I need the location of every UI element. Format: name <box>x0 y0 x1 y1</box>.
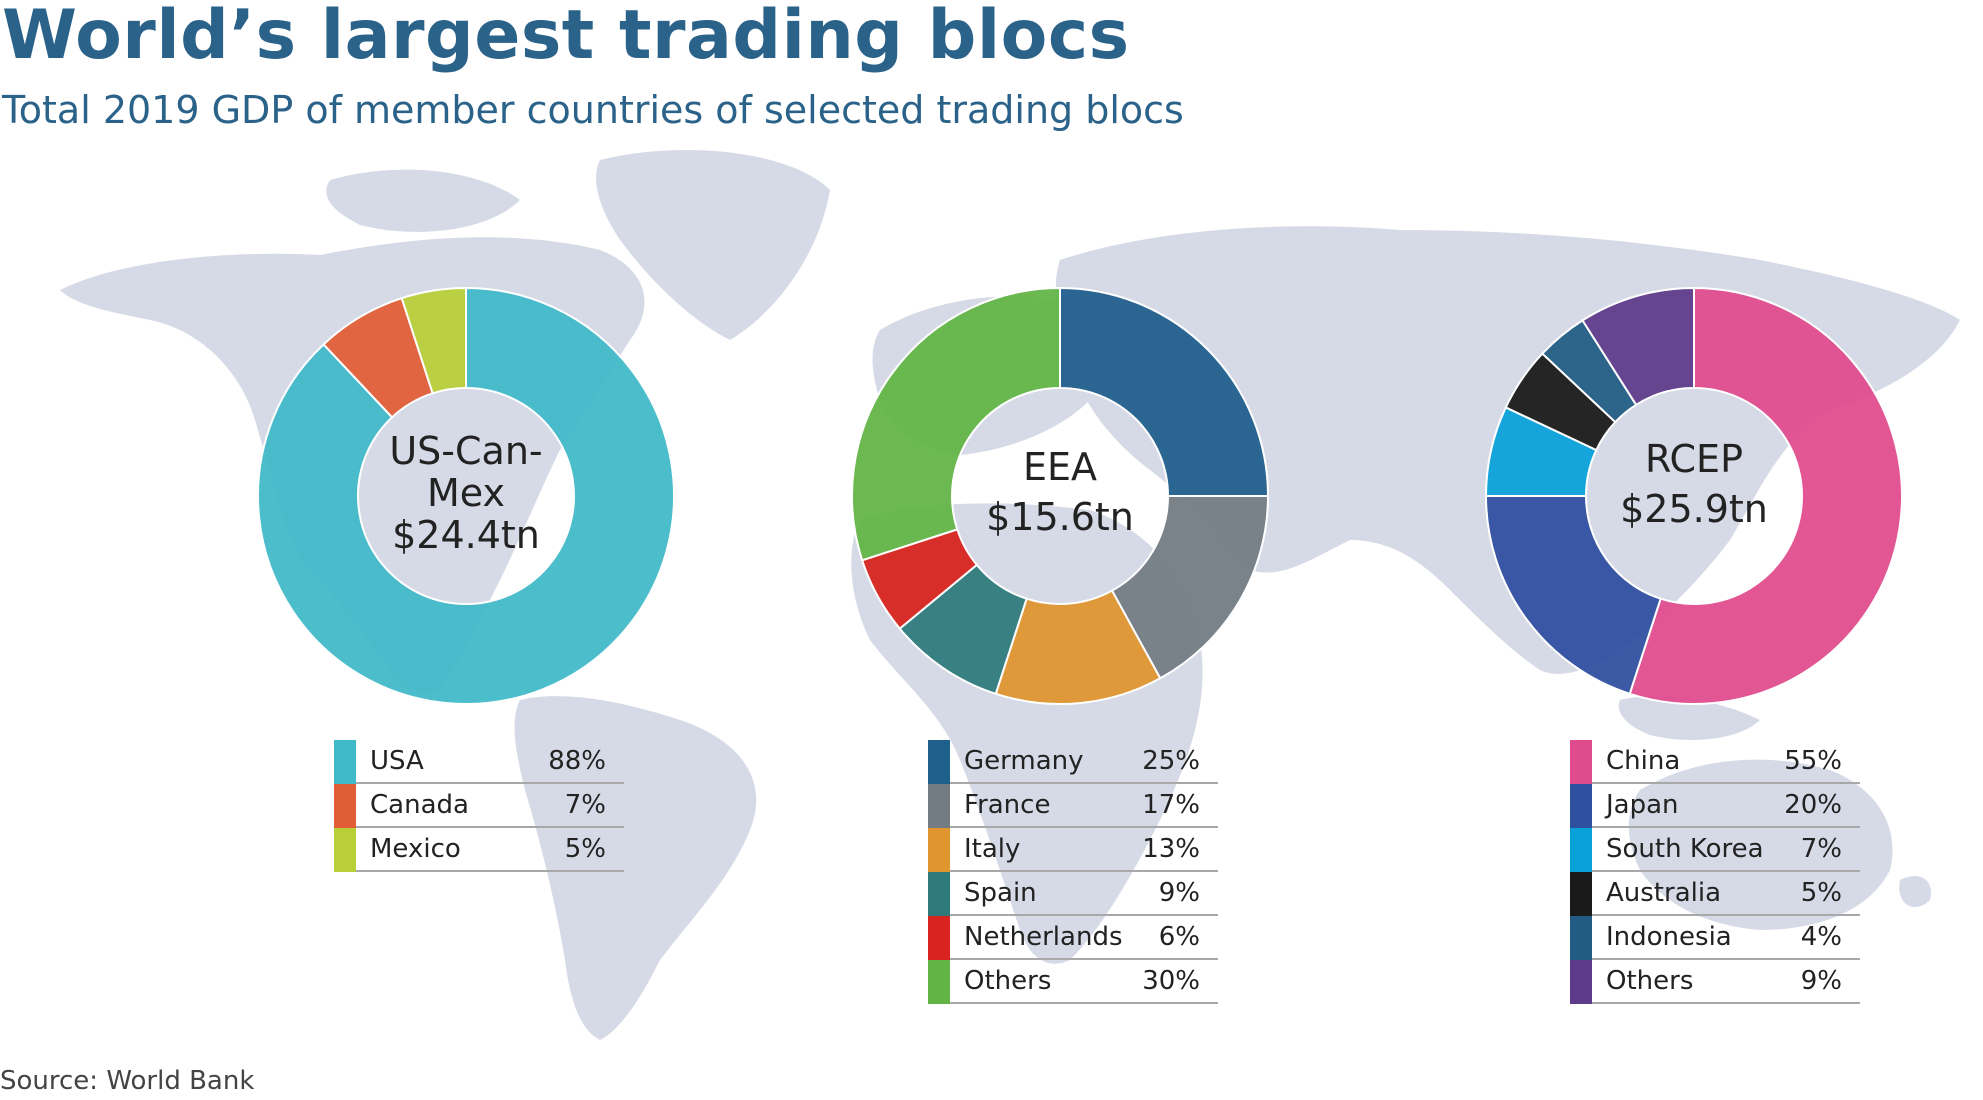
source-note: Source: World Bank <box>0 1066 255 1096</box>
legend-swatch <box>928 916 950 960</box>
center-label-line: RCEP <box>1645 437 1743 481</box>
legend-value: 55% <box>1784 746 1842 776</box>
legend-row: Italy 13% <box>928 828 1218 872</box>
legend-label: Spain <box>964 878 1037 908</box>
donut-center-label-eea: EEA $15.6tn <box>940 446 1180 538</box>
legend-label: Japan <box>1606 790 1679 820</box>
legend-value: 4% <box>1800 922 1842 952</box>
legend-label: Germany <box>964 746 1084 776</box>
legend-value: 30% <box>1142 966 1200 996</box>
legend-row: Canada 7% <box>334 784 624 828</box>
legend-value: 5% <box>1800 878 1842 908</box>
legend-swatch <box>1570 872 1592 916</box>
legend-swatch <box>1570 740 1592 784</box>
legend-swatch <box>1570 960 1592 1004</box>
legend-swatch <box>1570 784 1592 828</box>
legend-label: Mexico <box>370 834 461 864</box>
center-label-total: $24.4tn <box>392 513 540 557</box>
legend-row: France 17% <box>928 784 1218 828</box>
legend-swatch <box>1570 916 1592 960</box>
legend-value: 13% <box>1142 834 1200 864</box>
legend-value: 17% <box>1142 790 1200 820</box>
legend-row: Others 30% <box>928 960 1218 1004</box>
center-label-line: US-Can- <box>389 429 543 473</box>
donut-slice-others <box>851 286 1061 562</box>
legend-label: Indonesia <box>1606 922 1732 952</box>
donut-slice-germany <box>1059 286 1270 497</box>
chart-title: World’s largest trading blocs <box>2 0 1130 75</box>
legend-us-can-mex: USA 88% Canada 7% Mexico 5% <box>334 740 624 872</box>
legend-label: China <box>1606 746 1681 776</box>
donut-slice-usa <box>257 286 675 705</box>
donut-center-label-rcep: RCEP $25.9tn <box>1574 438 1814 530</box>
donut-chart-us-can-mex <box>257 286 675 705</box>
legend-row: Mexico 5% <box>334 828 624 872</box>
legend-swatch <box>1570 828 1592 872</box>
donut-chart-rcep <box>1484 286 1903 705</box>
legend-row: Japan 20% <box>1570 784 1860 828</box>
donut-slice-japan <box>1484 495 1662 696</box>
legend-value: 88% <box>548 746 606 776</box>
legend-row: Others 9% <box>1570 960 1860 1004</box>
legend-row: USA 88% <box>334 740 624 784</box>
legend-row: Spain 9% <box>928 872 1218 916</box>
legend-swatch <box>928 784 950 828</box>
legend-value: 6% <box>1158 922 1200 952</box>
legend-swatch <box>334 828 356 872</box>
legend-label: Australia <box>1606 878 1722 908</box>
legend-value: 9% <box>1158 878 1200 908</box>
legend-swatch <box>928 828 950 872</box>
legend-value: 7% <box>1800 834 1842 864</box>
legend-swatch <box>928 872 950 916</box>
legend-label: USA <box>370 746 424 776</box>
legend-label: Netherlands <box>964 922 1123 952</box>
center-label-line: Mex <box>427 471 505 515</box>
legend-row: Germany 25% <box>928 740 1218 784</box>
legend-row: China 55% <box>1570 740 1860 784</box>
legend-value: 5% <box>564 834 606 864</box>
legend-swatch <box>334 784 356 828</box>
legend-rcep: China 55% Japan 20% South Korea 7% Austr… <box>1570 740 1860 1004</box>
chart-subtitle: Total 2019 GDP of member countries of se… <box>2 88 1184 132</box>
legend-row: South Korea 7% <box>1570 828 1860 872</box>
legend-row: Indonesia 4% <box>1570 916 1860 960</box>
legend-value: 25% <box>1142 746 1200 776</box>
legend-eea: Germany 25% France 17% Italy 13% Spain 9… <box>928 740 1218 1004</box>
legend-swatch <box>334 740 356 784</box>
legend-value: 7% <box>564 790 606 820</box>
legend-swatch <box>928 740 950 784</box>
donut-slice-mexico <box>400 286 467 395</box>
legend-label: Canada <box>370 790 469 820</box>
legend-label: Others <box>964 966 1052 996</box>
legend-value: 9% <box>1800 966 1842 996</box>
legend-label: Italy <box>964 834 1021 864</box>
center-label-total: $25.9tn <box>1620 487 1768 531</box>
donut-slice-china <box>1628 286 1903 705</box>
legend-value: 20% <box>1784 790 1842 820</box>
donut-chart-eea <box>851 286 1270 705</box>
legend-label: South Korea <box>1606 834 1764 864</box>
legend-swatch <box>928 960 950 1004</box>
legend-row: Australia 5% <box>1570 872 1860 916</box>
donut-slice-france <box>1110 495 1270 680</box>
donut-slice-others <box>1581 286 1695 407</box>
center-label-line: EEA <box>1022 445 1097 489</box>
legend-label: France <box>964 790 1051 820</box>
legend-row: Netherlands 6% <box>928 916 1218 960</box>
center-label-total: $15.6tn <box>986 495 1134 539</box>
donut-center-label-us-can-mex: US-Can- Mex $24.4tn <box>346 430 586 556</box>
legend-label: Others <box>1606 966 1694 996</box>
